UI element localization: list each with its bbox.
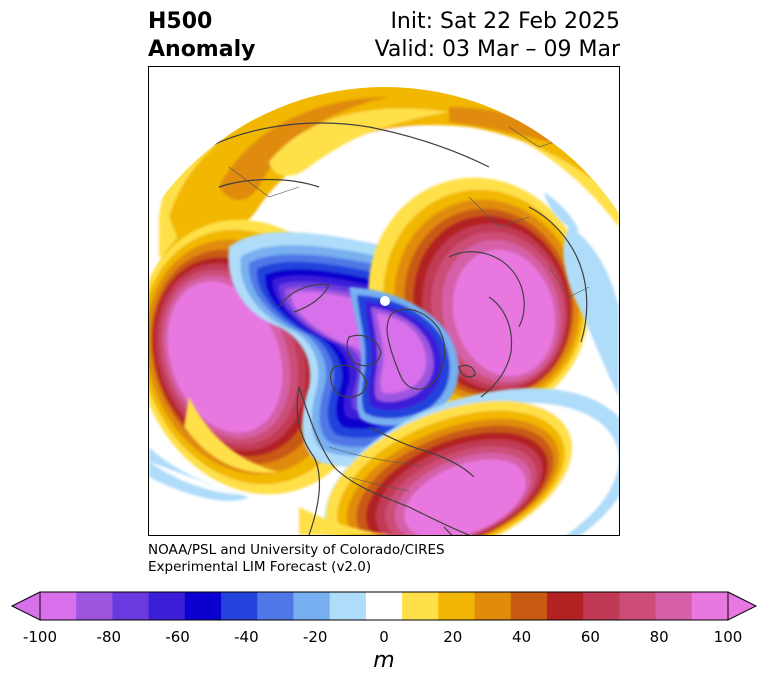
credit-line2: Experimental LIM Forecast (v2.0)	[148, 559, 372, 575]
colorbar-cell	[691, 592, 729, 620]
colorbar-unit: m	[373, 648, 395, 673]
colorbar-tick-label: 60	[580, 628, 600, 646]
pole-marker	[380, 296, 390, 306]
light-negative-patches	[149, 192, 619, 501]
colorbar-cell	[655, 592, 693, 620]
colorbar-cell	[329, 592, 367, 620]
political-borders	[228, 126, 590, 492]
colorbar-tick-label: 100	[713, 628, 743, 646]
colorbar-cell	[184, 592, 222, 620]
colorbar-cell	[402, 592, 439, 620]
valid-range: Valid: 03 Mar – 09 Mar	[374, 37, 620, 62]
colorbar-cells	[10, 591, 758, 621]
credit: NOAA/PSL and University of Colorado/CIRE…	[148, 542, 445, 576]
positive-anomaly-eastern-us	[324, 388, 619, 535]
map-frame	[148, 66, 620, 536]
colorbar-cell	[438, 592, 476, 620]
colorbar-cell	[510, 592, 548, 620]
colorbar-tick-label: -40	[234, 628, 259, 646]
contour-fill	[149, 87, 619, 535]
colorbar-cell	[546, 592, 584, 620]
negative-anomaly-greenland	[349, 287, 459, 427]
colorbar-cell	[257, 592, 294, 620]
colorbar-cell	[148, 592, 186, 620]
title-left: H500 Anomaly	[148, 8, 255, 64]
colorbar-cell	[619, 592, 657, 620]
colorbar-frame	[39, 591, 729, 621]
title-variable: H500	[148, 9, 213, 34]
colorbar-cell	[112, 592, 150, 620]
colorbar-tick-label: 20	[443, 628, 463, 646]
positive-anomaly-southwest	[184, 397, 419, 535]
colorbar-cell	[583, 592, 620, 620]
colorbar-cell	[474, 592, 512, 620]
init-date: Init: Sat 22 Feb 2025	[390, 9, 620, 34]
colorbar-cell	[293, 592, 331, 620]
anomaly-map	[149, 87, 619, 535]
colorbar-tick-label: 0	[379, 628, 389, 646]
colorbar-cell	[40, 592, 77, 620]
colorbar-tick-label: -60	[165, 628, 190, 646]
colorbar-tick-label: -80	[96, 628, 122, 646]
colorbar-cell	[365, 592, 403, 620]
title-right: Init: Sat 22 Feb 2025 Valid: 03 Mar – 09…	[375, 8, 620, 64]
colorbar-tick-label: -100	[22, 628, 58, 646]
title-kind: Anomaly	[148, 37, 256, 62]
colorbar-tick-label: 40	[512, 628, 532, 646]
colorbar-extend-min	[10, 591, 41, 621]
colorbar-cell	[76, 592, 113, 620]
colorbar-tick-label: -20	[302, 628, 328, 646]
colorbar-cell	[221, 592, 258, 620]
colorbar-tick-label: 80	[649, 628, 669, 646]
colorbar	[10, 591, 758, 621]
credit-line1: NOAA/PSL and University of Colorado/CIRE…	[148, 542, 445, 558]
colorbar-extend-max	[727, 591, 758, 621]
